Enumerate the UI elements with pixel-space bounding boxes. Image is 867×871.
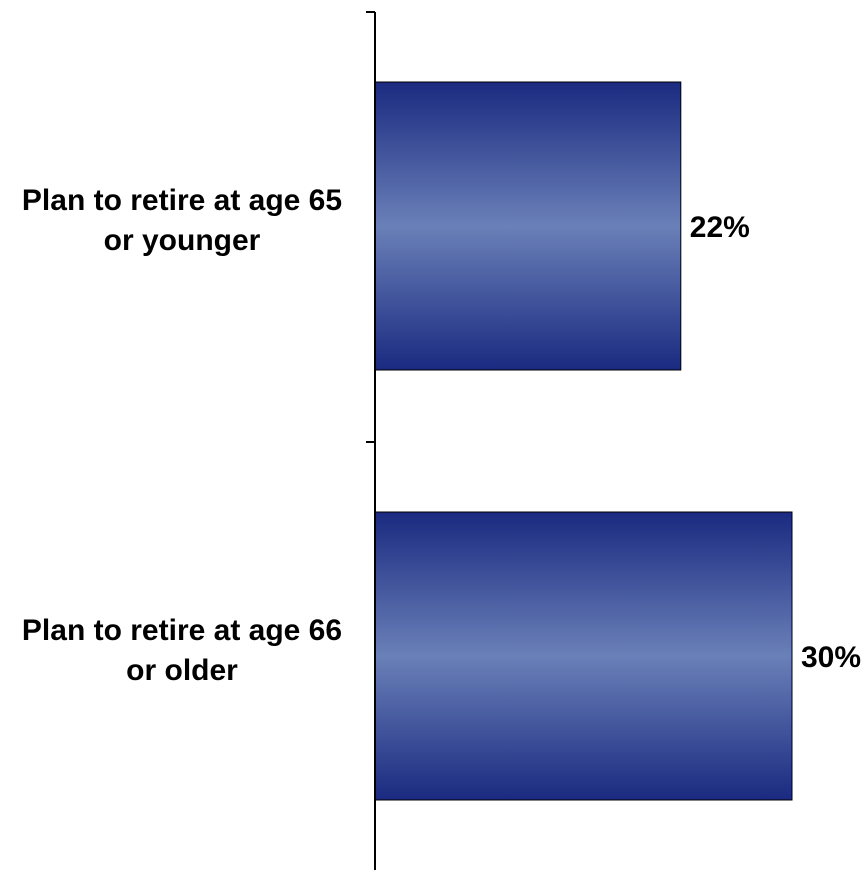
- bar-0: [374, 81, 682, 371]
- value-label-1: 30%: [801, 641, 861, 674]
- labels-layer: 22% Plan to retire at age 65 or younger 30%…: [22, 184, 861, 687]
- bars-layer: [374, 81, 793, 801]
- category-label-1-line-1: or older: [126, 654, 238, 687]
- category-axis: [366, 11, 376, 870]
- bar-1: [374, 511, 793, 801]
- category-label-1-line-0: Plan to retire at age 66: [22, 614, 342, 647]
- category-label-0-line-0: Plan to retire at age 65: [22, 184, 342, 217]
- value-label-0: 22%: [690, 211, 750, 244]
- category-label-0-line-1: or younger: [104, 224, 261, 257]
